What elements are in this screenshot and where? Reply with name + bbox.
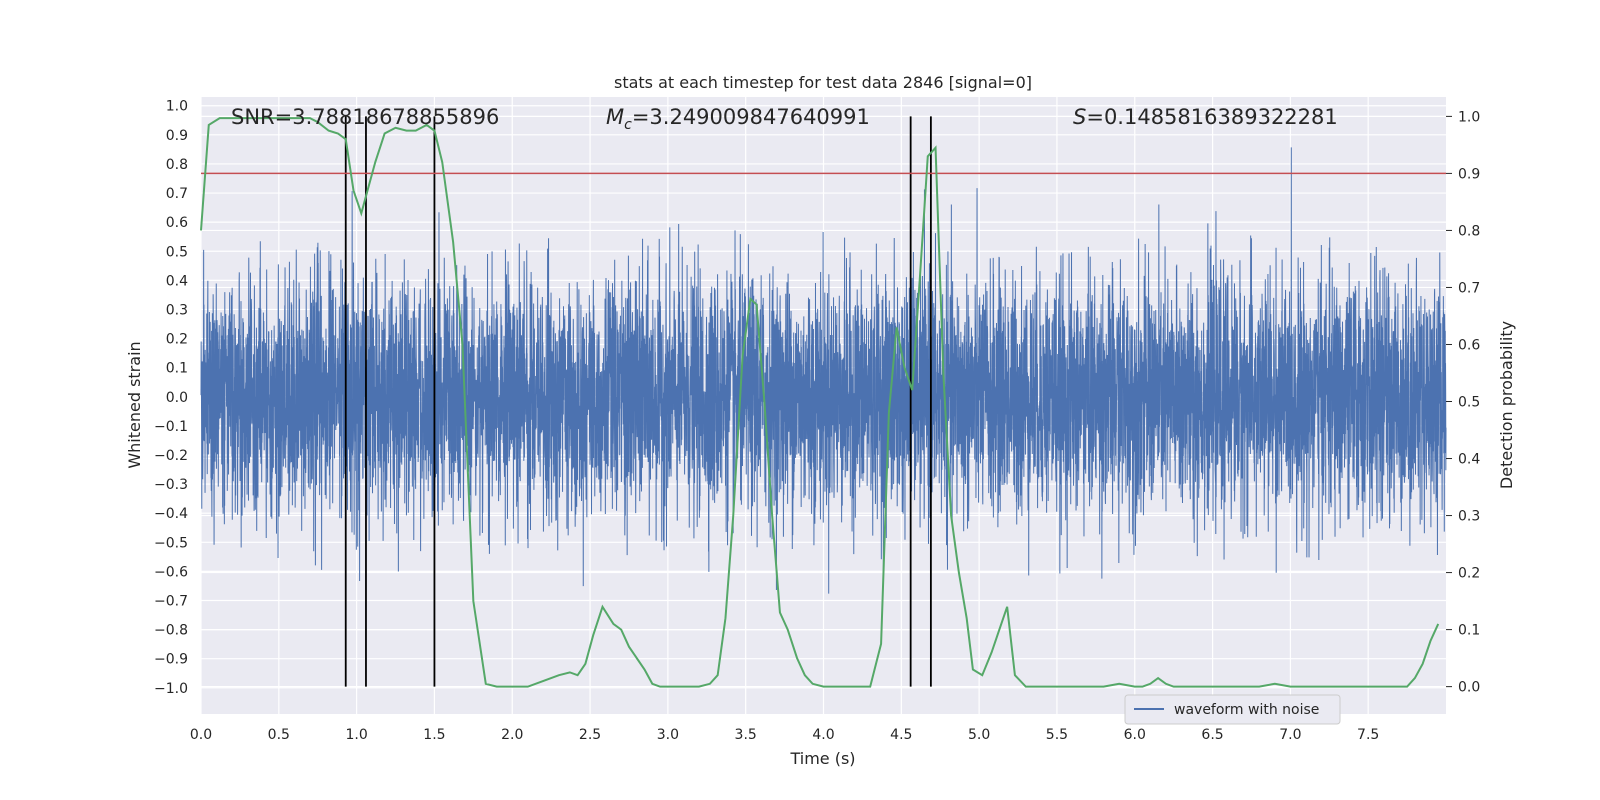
y-left-tick-label: −0.6 — [154, 564, 188, 580]
y-right-tick-label: 0.6 — [1458, 337, 1480, 353]
y-left-tick-label: −0.1 — [154, 419, 188, 435]
y-left-tick-label: −0.8 — [154, 623, 188, 639]
x-tick-label: 5.0 — [968, 727, 990, 743]
y-left-tick-labels: 1.0 0.9 0.8 0.7 0.6 0.5 0.4 0.3 0.2 0.1 0.0 −0.1 −0.… — [154, 99, 188, 697]
x-tick-label: 0.0 — [190, 727, 212, 743]
s-annotation: S=0.1485816389322281 — [1073, 105, 1338, 129]
probability-line — [200, 117, 1440, 688]
y-right-tick-label: 0.1 — [1458, 623, 1480, 639]
x-tick-label: 6.5 — [1201, 727, 1223, 743]
x-tick-label: 0.5 — [268, 727, 290, 743]
x-tick-label: 7.5 — [1357, 727, 1379, 743]
chart-title: stats at each timestep for test data 284… — [614, 73, 1032, 92]
chirp-mass-value: =3.249009847640991 — [632, 105, 870, 129]
y-axis-label-right: Detection probability — [1497, 321, 1516, 489]
x-tick-label: 4.0 — [812, 727, 834, 743]
s-symbol: S — [1073, 105, 1086, 129]
legend-box — [1124, 694, 1341, 725]
y-left-tick-label: 1.0 — [166, 99, 188, 115]
s-value: =0.1485816389322281 — [1086, 105, 1337, 129]
y-left-tick-label: −0.9 — [154, 652, 188, 668]
y-left-tick-label: −0.7 — [154, 593, 188, 609]
strain-series — [200, 147, 1447, 594]
chirp-mass-symbol: M — [606, 105, 624, 129]
x-tick-label: 7.0 — [1279, 727, 1301, 743]
x-axis-label: Time (s) — [789, 749, 855, 768]
y-right-tick-label: 0.2 — [1458, 566, 1480, 582]
y-right-tick-label: 0.0 — [1458, 680, 1480, 696]
y-left-tick-label: 0.8 — [166, 157, 188, 173]
event-lines — [344, 116, 932, 687]
probability-series — [200, 117, 1440, 688]
strain-line — [200, 147, 1447, 594]
x-tick-label: 1.0 — [345, 727, 367, 743]
x-tick-label: 6.0 — [1124, 727, 1146, 743]
y-left-tick-label: 0.6 — [166, 215, 188, 231]
y-left-tick-label: −0.5 — [154, 535, 188, 551]
y-left-tick-label: −0.2 — [154, 448, 188, 464]
x-tick-label: 2.0 — [501, 727, 523, 743]
x-tick-labels: 0.0 0.5 1.0 1.5 2.0 2.5 3.0 3.5 4.0 4.5 5.0 5.5 6.0 6… — [190, 727, 1379, 743]
y-right-tick-label: 0.5 — [1458, 395, 1480, 411]
x-tick-label: 5.5 — [1046, 727, 1068, 743]
chirp-mass-subscript: c — [624, 117, 632, 133]
y-left-tick-label: 0.7 — [166, 186, 188, 202]
y-left-tick-label: 0.5 — [166, 244, 188, 260]
y-left-tick-label: −1.0 — [154, 681, 188, 697]
y-left-tick-label: 0.9 — [166, 128, 188, 144]
y-right-tick-label: 0.7 — [1458, 280, 1480, 296]
y-left-tick-label: −0.4 — [154, 506, 188, 522]
x-tick-label: 4.5 — [890, 727, 912, 743]
y-left-tick-label: 0.2 — [166, 332, 188, 348]
y-left-tick-label: 0.3 — [166, 302, 188, 318]
x-tick-label: 3.5 — [735, 727, 757, 743]
x-tick-label: 2.5 — [579, 727, 601, 743]
y-right-tick-label: 0.9 — [1458, 166, 1480, 182]
chirp-mass-annotation: Mc=3.249009847640991 — [606, 105, 870, 133]
x-tick-label: 3.0 — [657, 727, 679, 743]
y-right-tick-label: 0.3 — [1458, 509, 1480, 525]
y-left-tick-label: 0.1 — [166, 361, 188, 377]
y-right-tick-labels: 1.0 0.9 0.8 0.7 0.6 0.5 0.4 0.3 0.2 0.1 0.0 — [1446, 109, 1480, 696]
x-tick-label: 1.5 — [423, 727, 445, 743]
legend-entry-waveform: waveform with noise — [1174, 702, 1319, 718]
y-right-tick-label: 0.4 — [1458, 452, 1480, 468]
y-left-tick-label: 0.0 — [166, 390, 188, 406]
legend: waveform with noise — [1124, 694, 1341, 725]
snr-annotation: SNR=3.78818678855896 — [231, 105, 499, 129]
y-axis-label-left: Whitened strain — [125, 341, 144, 468]
y-left-tick-label: 0.4 — [166, 273, 188, 289]
y-right-tick-label: 1.0 — [1458, 109, 1480, 125]
y-right-tick-label: 0.8 — [1458, 223, 1480, 239]
y-left-tick-label: −0.3 — [154, 477, 188, 493]
